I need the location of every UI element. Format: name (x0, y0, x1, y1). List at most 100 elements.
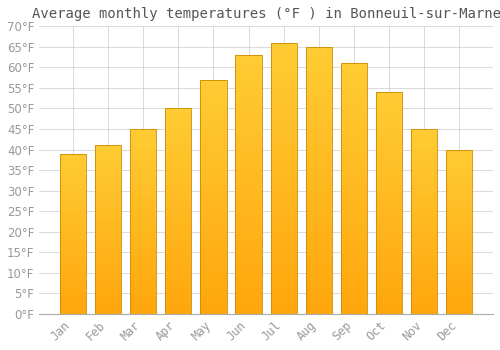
Bar (446, 233, 472, 235)
Bar (236, 184, 262, 187)
Bar (411, 242, 438, 244)
Bar (60, 248, 86, 250)
Bar (376, 254, 402, 256)
Bar (446, 209, 472, 210)
Bar (200, 122, 226, 124)
Bar (130, 242, 156, 244)
Bar (446, 281, 472, 283)
Bar (270, 146, 297, 148)
Bar (95, 279, 122, 280)
Bar (340, 204, 367, 206)
Bar (165, 217, 192, 219)
Bar (130, 199, 156, 201)
Bar (60, 311, 86, 312)
Bar (200, 288, 226, 290)
Bar (340, 254, 367, 256)
Bar (340, 274, 367, 276)
Bar (200, 279, 226, 281)
Bar (340, 154, 367, 156)
Bar (340, 219, 367, 221)
Bar (340, 78, 367, 81)
Bar (306, 156, 332, 159)
Bar (376, 174, 402, 176)
Bar (376, 165, 402, 167)
Bar (340, 186, 367, 189)
Bar (236, 91, 262, 94)
Bar (60, 165, 86, 167)
Bar (130, 177, 156, 179)
Bar (270, 124, 297, 127)
Bar (60, 184, 86, 186)
Bar (200, 274, 226, 276)
Bar (340, 144, 367, 146)
Bar (446, 306, 472, 307)
Bar (200, 262, 226, 265)
Bar (200, 169, 226, 171)
Bar (446, 230, 472, 232)
Bar (270, 111, 297, 113)
Bar (411, 136, 438, 138)
Bar (446, 253, 472, 255)
Bar (200, 80, 226, 82)
Bar (130, 258, 156, 260)
Bar (60, 206, 86, 208)
Bar (446, 274, 472, 276)
Bar (165, 273, 192, 275)
Bar (376, 298, 402, 301)
Bar (200, 94, 226, 96)
Bar (130, 175, 156, 177)
Bar (446, 156, 472, 158)
Bar (95, 176, 122, 177)
Bar (236, 143, 262, 146)
Bar (340, 156, 367, 159)
Bar (340, 221, 367, 224)
Bar (236, 71, 262, 73)
Bar (306, 188, 332, 191)
Bar (236, 146, 262, 148)
Bar (306, 63, 332, 65)
Bar (446, 302, 472, 304)
Bar (95, 294, 122, 295)
Bar (95, 154, 122, 155)
Bar (270, 54, 297, 56)
Bar (446, 204, 472, 205)
Bar (411, 199, 438, 201)
Bar (340, 196, 367, 198)
Bar (340, 166, 367, 168)
Bar (376, 309, 402, 312)
Bar (376, 134, 402, 136)
Bar (165, 193, 192, 195)
Bar (376, 312, 402, 314)
Bar (376, 276, 402, 278)
Bar (411, 190, 438, 192)
Bar (165, 211, 192, 213)
Bar (165, 164, 192, 166)
Bar (446, 181, 472, 182)
Bar (95, 260, 122, 262)
Bar (200, 192, 226, 195)
Bar (200, 304, 226, 307)
Bar (340, 93, 367, 96)
Bar (446, 179, 472, 181)
Bar (340, 174, 367, 176)
Bar (340, 63, 367, 314)
Bar (376, 278, 402, 281)
Bar (236, 81, 262, 84)
Bar (236, 288, 262, 290)
Bar (411, 295, 438, 297)
Bar (376, 114, 402, 117)
Bar (411, 284, 438, 286)
Bar (376, 303, 402, 305)
Bar (270, 300, 297, 303)
Bar (376, 247, 402, 250)
Bar (446, 192, 472, 194)
Bar (236, 231, 262, 234)
Bar (95, 225, 122, 226)
Bar (411, 166, 438, 168)
Bar (376, 210, 402, 212)
Bar (446, 169, 472, 171)
Bar (376, 212, 402, 214)
Bar (446, 153, 472, 154)
Bar (376, 107, 402, 110)
Bar (270, 205, 297, 208)
